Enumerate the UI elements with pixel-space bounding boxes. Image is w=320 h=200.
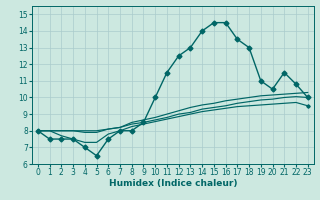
X-axis label: Humidex (Indice chaleur): Humidex (Indice chaleur) xyxy=(108,179,237,188)
